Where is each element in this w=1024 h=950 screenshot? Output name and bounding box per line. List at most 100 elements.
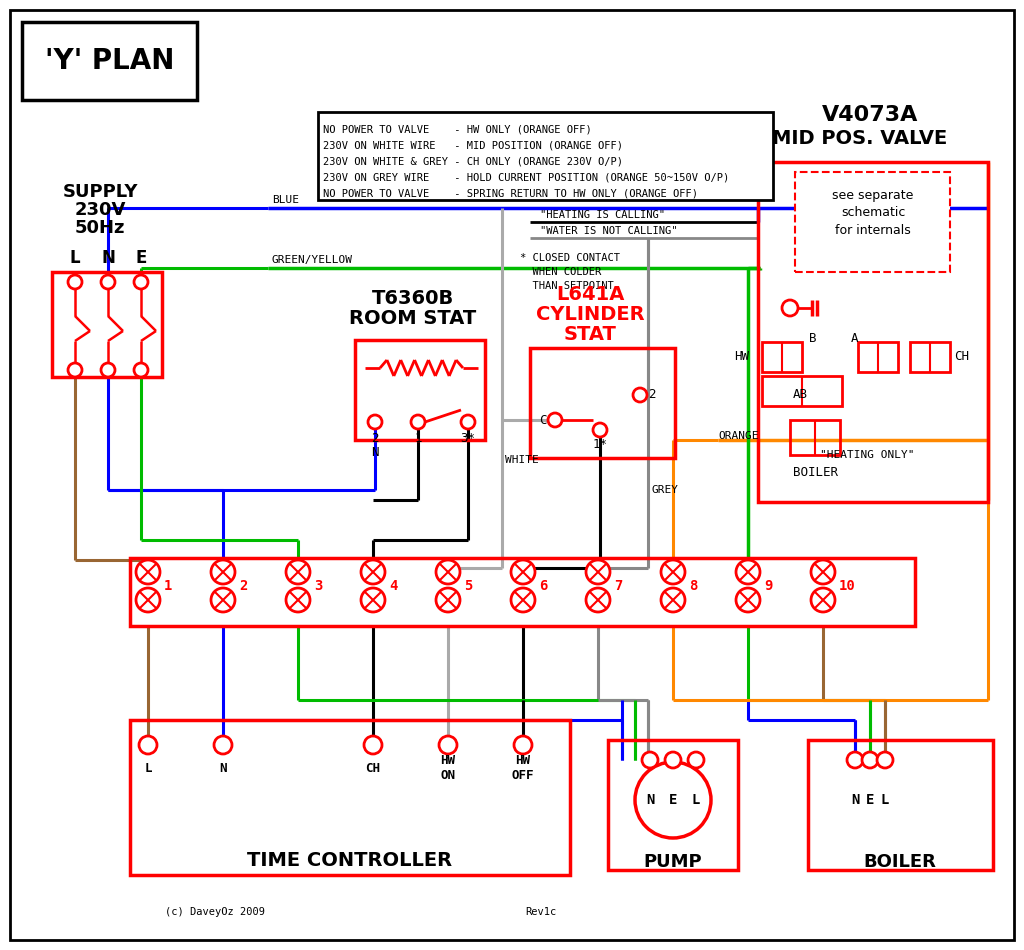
Text: HW: HW	[734, 351, 750, 364]
Circle shape	[211, 560, 234, 584]
Circle shape	[136, 588, 160, 612]
Text: T6360B: T6360B	[372, 289, 454, 308]
Text: 2: 2	[372, 431, 379, 445]
Circle shape	[461, 415, 475, 429]
Text: 4: 4	[389, 579, 397, 593]
Text: ORANGE: ORANGE	[718, 431, 759, 441]
Circle shape	[361, 588, 385, 612]
Circle shape	[439, 736, 457, 754]
Text: 50Hz: 50Hz	[75, 219, 125, 237]
Text: 230V: 230V	[75, 201, 126, 219]
Circle shape	[101, 363, 115, 377]
Text: 9: 9	[764, 579, 772, 593]
Circle shape	[862, 752, 878, 768]
Text: WHITE: WHITE	[505, 455, 539, 465]
Text: L: L	[144, 762, 152, 774]
Bar	[52, 272, 162, 377]
Text: 10: 10	[839, 579, 856, 593]
Bar	[910, 342, 950, 372]
Text: 2: 2	[239, 579, 248, 593]
Text: BOILER: BOILER	[863, 853, 936, 871]
Text: 6: 6	[539, 579, 548, 593]
Text: E: E	[135, 249, 146, 267]
Circle shape	[511, 560, 535, 584]
Text: 3*: 3*	[461, 431, 475, 445]
Circle shape	[364, 736, 382, 754]
Text: AB: AB	[793, 389, 808, 402]
Text: 230V ON GREY WIRE    - HOLD CURRENT POSITION (ORANGE 50~150V O/P): 230V ON GREY WIRE - HOLD CURRENT POSITIO…	[323, 173, 729, 183]
Text: Rev1c: Rev1c	[525, 907, 556, 917]
Text: WHEN COLDER: WHEN COLDER	[520, 267, 601, 277]
Text: 7: 7	[614, 579, 623, 593]
Text: "HEATING ONLY": "HEATING ONLY"	[820, 450, 914, 460]
Text: "WATER IS NOT CALLING": "WATER IS NOT CALLING"	[540, 226, 678, 236]
Bar	[318, 112, 773, 200]
Text: for internals: for internals	[836, 224, 911, 238]
Text: 5: 5	[464, 579, 472, 593]
Text: PUMP: PUMP	[644, 853, 702, 871]
Text: TIME CONTROLLER: TIME CONTROLLER	[248, 850, 453, 869]
Circle shape	[211, 588, 234, 612]
Bar	[355, 340, 485, 440]
Text: "HEATING IS CALLING": "HEATING IS CALLING"	[540, 210, 665, 220]
Text: N: N	[646, 793, 654, 807]
Text: L: L	[881, 793, 889, 807]
Text: E: E	[866, 793, 874, 807]
Bar	[130, 720, 570, 875]
Circle shape	[633, 388, 647, 402]
Circle shape	[665, 752, 681, 768]
Text: 230V ON WHITE WIRE   - MID POSITION (ORANGE OFF): 230V ON WHITE WIRE - MID POSITION (ORANG…	[323, 141, 623, 151]
Text: CH: CH	[954, 351, 970, 364]
Bar	[762, 342, 802, 372]
Text: N: N	[101, 249, 115, 267]
Circle shape	[134, 363, 148, 377]
Circle shape	[139, 736, 157, 754]
Circle shape	[586, 560, 610, 584]
Text: MID POS. VALVE: MID POS. VALVE	[772, 128, 947, 147]
Text: THAN SETPOINT: THAN SETPOINT	[520, 281, 613, 291]
Text: STAT: STAT	[563, 326, 616, 345]
Text: NO POWER TO VALVE    - HW ONLY (ORANGE OFF): NO POWER TO VALVE - HW ONLY (ORANGE OFF)	[323, 125, 592, 135]
Text: E: E	[669, 793, 677, 807]
Circle shape	[662, 588, 685, 612]
Circle shape	[586, 588, 610, 612]
Text: BOILER: BOILER	[793, 466, 838, 479]
Circle shape	[662, 560, 685, 584]
Circle shape	[877, 752, 893, 768]
Text: HW
ON: HW ON	[440, 754, 456, 782]
Circle shape	[811, 588, 835, 612]
Circle shape	[688, 752, 705, 768]
Circle shape	[361, 560, 385, 584]
Bar	[858, 342, 898, 372]
Text: A: A	[851, 332, 859, 345]
Text: 230V ON WHITE & GREY - CH ONLY (ORANGE 230V O/P): 230V ON WHITE & GREY - CH ONLY (ORANGE 2…	[323, 157, 623, 167]
Circle shape	[68, 275, 82, 289]
Text: N: N	[219, 762, 226, 774]
Circle shape	[101, 275, 115, 289]
Circle shape	[511, 588, 535, 612]
Circle shape	[136, 560, 160, 584]
Text: (c) DaveyOz 2009: (c) DaveyOz 2009	[165, 907, 265, 917]
Text: C: C	[540, 413, 547, 427]
Text: V4073A: V4073A	[822, 105, 919, 125]
Text: GREEN/YELLOW: GREEN/YELLOW	[272, 255, 353, 265]
Circle shape	[411, 415, 425, 429]
Text: 1*: 1*	[593, 438, 607, 450]
Text: CH: CH	[366, 762, 381, 774]
Bar	[530, 348, 675, 458]
Text: N: N	[851, 793, 859, 807]
Circle shape	[68, 363, 82, 377]
Circle shape	[635, 762, 711, 838]
Text: CYLINDER: CYLINDER	[536, 306, 644, 325]
Text: 'Y' PLAN: 'Y' PLAN	[45, 47, 175, 75]
Text: NO POWER TO VALVE    - SPRING RETURN TO HW ONLY (ORANGE OFF): NO POWER TO VALVE - SPRING RETURN TO HW …	[323, 189, 698, 199]
Text: schematic: schematic	[841, 206, 905, 219]
Circle shape	[593, 423, 607, 437]
Bar	[795, 172, 950, 272]
Text: HW
OFF: HW OFF	[512, 754, 535, 782]
Bar	[758, 162, 988, 502]
Text: * CLOSED CONTACT: * CLOSED CONTACT	[520, 253, 620, 263]
Text: L641A: L641A	[556, 286, 625, 305]
Text: 1: 1	[164, 579, 172, 593]
Text: see separate: see separate	[833, 188, 913, 201]
